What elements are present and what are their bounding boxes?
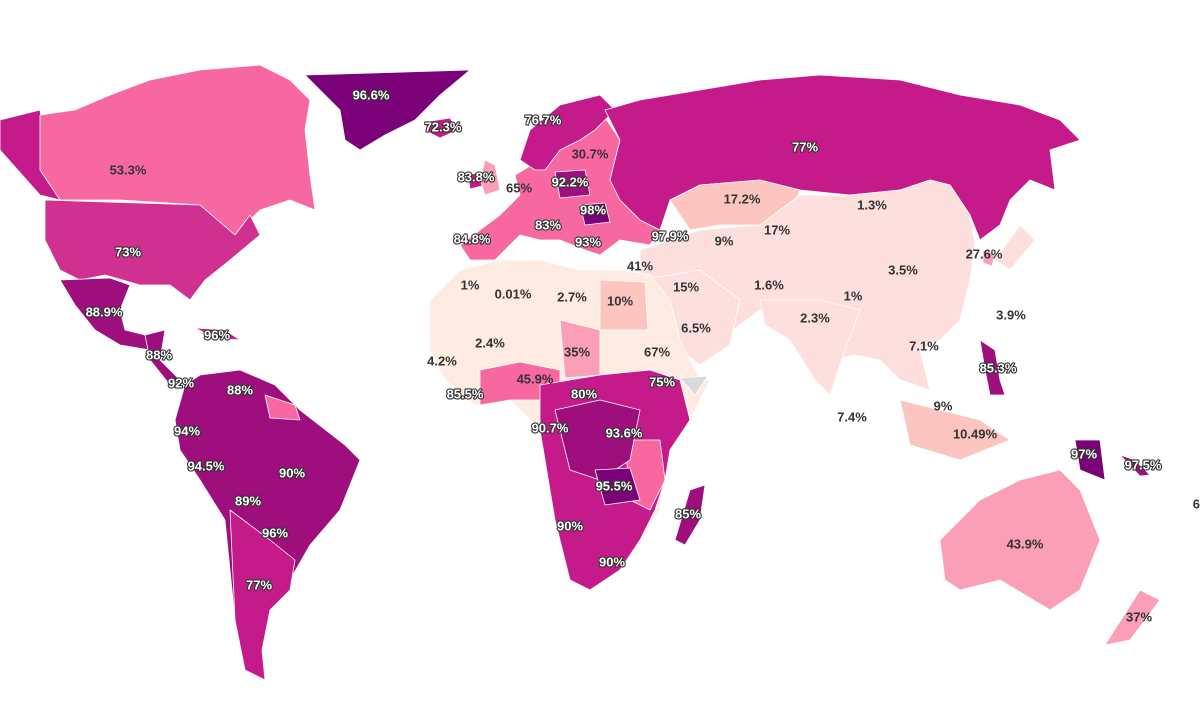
value-label: 90% — [599, 554, 625, 569]
value-label: 94% — [174, 423, 200, 438]
region-scandinavia[interactable] — [519, 94, 616, 171]
region-caribbean[interactable] — [194, 327, 241, 341]
value-label: 41% — [627, 258, 653, 273]
value-label: 88.9% — [86, 304, 123, 319]
value-label: 7.1% — [909, 338, 939, 353]
value-label: 17% — [764, 222, 790, 237]
value-label: 1.3% — [857, 197, 887, 212]
value-label: 4.2% — [427, 353, 457, 368]
countries — [0, 64, 1161, 681]
region-usa[interactable] — [44, 199, 261, 301]
value-label: 85% — [675, 506, 701, 521]
region-indonesia[interactable] — [899, 399, 1011, 461]
value-label: 75% — [649, 374, 675, 389]
region-poland[interactable] — [554, 169, 591, 199]
region-iceland[interactable] — [424, 117, 459, 139]
value-label: 2.4% — [475, 335, 505, 350]
value-label: 64 — [1193, 496, 1200, 511]
region-greenland[interactable] — [304, 69, 471, 151]
region-india[interactable] — [759, 299, 861, 396]
value-label: 83% — [535, 217, 561, 232]
value-label: 0.01% — [495, 286, 532, 301]
value-label: 1% — [844, 288, 863, 303]
value-label: 83.8% — [458, 169, 495, 184]
value-label: 97.9% — [652, 228, 689, 243]
value-label: 96.6% — [353, 87, 390, 102]
region-russia[interactable] — [604, 74, 1081, 241]
value-label: 73% — [115, 244, 141, 259]
value-label: 53.3% — [110, 162, 147, 177]
value-label: 30.7% — [572, 146, 609, 161]
value-label: 96% — [204, 327, 230, 342]
region-solomon-islands[interactable] — [1119, 454, 1151, 477]
value-labels: 96.6% 72.3% 76.7% 30.7% 83.8% 65% 92.2% 98% 84.8… — [84, 86, 1200, 624]
value-label: 9% — [715, 233, 734, 248]
region-zambia[interactable] — [594, 467, 641, 506]
region-somalia[interactable] — [679, 375, 709, 396]
value-label: 90.7% — [532, 420, 569, 435]
value-label: 35% — [564, 344, 590, 359]
region-guianas[interactable] — [264, 394, 301, 421]
value-label: 67% — [644, 344, 670, 359]
value-label: 6.5% — [681, 320, 711, 335]
value-label: 9% — [934, 398, 953, 413]
value-label: 89% — [235, 493, 261, 508]
value-label: 76.7% — [525, 112, 562, 127]
region-argentina-chile[interactable] — [229, 509, 296, 681]
region-australia[interactable] — [939, 469, 1101, 611]
region-papua-new-guinea[interactable] — [1074, 439, 1106, 481]
value-label: 90% — [557, 518, 583, 533]
value-label: 88% — [146, 347, 172, 362]
region-central-africa[interactable] — [554, 399, 641, 481]
value-label: 37% — [1126, 609, 1152, 624]
region-korea[interactable] — [982, 249, 996, 267]
value-label: 88% — [227, 382, 253, 397]
region-new-zealand[interactable] — [1104, 589, 1161, 646]
region-philippines[interactable] — [979, 339, 1006, 396]
value-label: 27.6% — [966, 246, 1003, 261]
value-label: 85.3% — [980, 360, 1017, 375]
value-label: 97.5% — [1125, 457, 1162, 472]
value-label: 80% — [571, 386, 597, 401]
value-label: 65% — [506, 180, 532, 195]
region-ireland[interactable] — [467, 171, 483, 190]
value-label: 43.9% — [1007, 536, 1044, 551]
region-egypt[interactable] — [599, 279, 649, 331]
value-label: 94.5% — [188, 458, 225, 473]
value-label: 92% — [168, 375, 194, 390]
value-label: 77% — [792, 139, 818, 154]
value-label: 2.7% — [557, 289, 587, 304]
value-label: 7.4% — [837, 409, 867, 424]
value-label: 85.5% — [447, 386, 484, 401]
value-label: 77% — [246, 577, 272, 592]
value-label: 3.5% — [888, 262, 918, 277]
value-label: 96% — [262, 525, 288, 540]
value-label: 84.8% — [454, 231, 491, 246]
value-label: 45.9% — [517, 371, 554, 386]
value-label: 2.3% — [800, 310, 830, 325]
value-label: 3.9% — [996, 307, 1026, 322]
value-label: 1% — [461, 277, 480, 292]
region-canada[interactable] — [39, 64, 316, 236]
value-label: 72.3% — [425, 119, 462, 134]
region-romania[interactable] — [579, 202, 611, 226]
value-label: 10.49% — [953, 426, 998, 441]
region-japan[interactable] — [994, 224, 1036, 271]
value-label: 93.6% — [606, 425, 643, 440]
value-label: 15% — [673, 279, 699, 294]
value-label: 95.5% — [596, 478, 633, 493]
value-label: 10% — [607, 293, 633, 308]
region-madagascar[interactable] — [674, 484, 706, 546]
value-label: 93% — [575, 234, 601, 249]
value-label: 1.6% — [754, 277, 784, 292]
value-label: 98% — [580, 202, 606, 217]
region-central-america[interactable] — [144, 329, 181, 386]
value-label: 90% — [279, 465, 305, 480]
value-label: 97% — [1071, 446, 1097, 461]
value-label: 92.2% — [552, 174, 589, 189]
value-label: 17.2% — [724, 191, 761, 206]
